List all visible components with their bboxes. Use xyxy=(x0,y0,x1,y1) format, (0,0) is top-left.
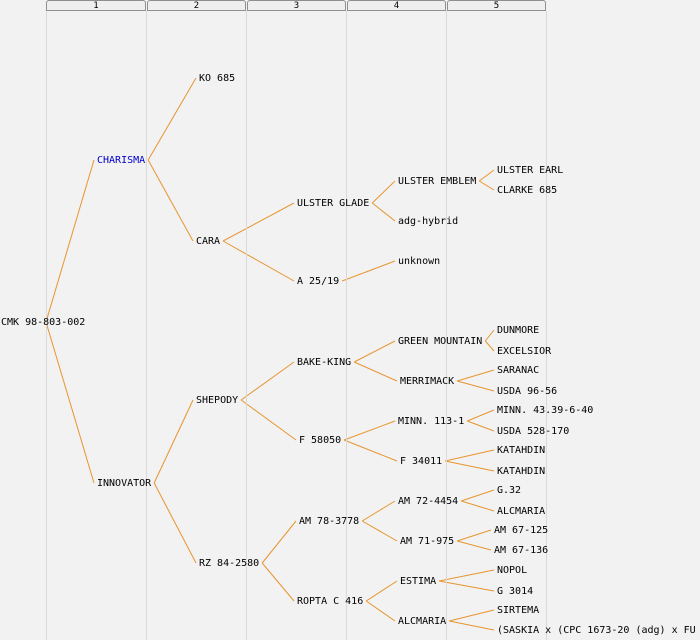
tree-node-ulster-emblem[interactable]: ULSTER EMBLEM xyxy=(398,176,477,187)
tree-node-sirtema[interactable]: SIRTEMA xyxy=(497,605,540,616)
column-separator xyxy=(246,11,247,640)
pedigree-edge xyxy=(343,420,396,441)
pedigree-edge xyxy=(222,202,295,242)
tree-node-minn113[interactable]: MINN. 113-1 xyxy=(398,416,465,427)
pedigree-edge xyxy=(449,620,495,631)
tree-node-charisma[interactable]: CHARISMA xyxy=(97,155,146,166)
tree-node-adg-hybrid[interactable]: adg-hybrid xyxy=(398,216,459,227)
pedigree-edge xyxy=(449,609,495,622)
tree-node-saranac[interactable]: SARANAC xyxy=(497,365,540,376)
pedigree-edge xyxy=(341,260,396,282)
pedigree-edge xyxy=(353,361,398,382)
tree-node-katahdin-a[interactable]: KATAHDIN xyxy=(497,445,546,456)
tree-node-f34011[interactable]: F 34011 xyxy=(400,456,443,467)
tree-node-innovator[interactable]: INNOVATOR xyxy=(97,478,152,489)
pedigree-edge xyxy=(445,449,495,462)
pedigree-edge xyxy=(222,240,295,282)
pedigree-edge xyxy=(439,580,495,592)
pedigree-edge xyxy=(439,569,495,582)
pedigree-edge xyxy=(484,329,495,342)
pedigree-edge xyxy=(467,409,495,422)
tree-node-g3014[interactable]: G 3014 xyxy=(497,586,534,597)
tree-node-cara[interactable]: CARA xyxy=(196,236,221,247)
pedigree-edge xyxy=(371,202,396,222)
tree-node-saskia-cross[interactable]: (SASKIA x (CPC 1673-20 (adg) x FU xyxy=(497,625,696,636)
pedigree-edge xyxy=(484,340,495,352)
tree-node-f58050[interactable]: F 58050 xyxy=(299,435,342,446)
tree-node-minn43[interactable]: MINN. 43.39-6-40 xyxy=(497,405,594,416)
pedigree-edge xyxy=(371,180,396,204)
pedigree-edge xyxy=(343,439,398,462)
generation-tab-4[interactable]: 4 xyxy=(347,0,446,11)
tree-node-merrimack[interactable]: MERRIMACK xyxy=(400,376,455,387)
tree-node-dunmore[interactable]: DUNMORE xyxy=(497,325,540,336)
pedigree-edge xyxy=(240,361,295,401)
pedigree-edge xyxy=(240,399,297,441)
pedigree-edge xyxy=(147,159,194,242)
tree-node-ulster-earl[interactable]: ULSTER EARL xyxy=(497,165,564,176)
pedigree-edge xyxy=(45,321,95,484)
column-separator xyxy=(446,11,447,640)
tree-node-usda9656[interactable]: USDA 96-56 xyxy=(497,386,558,397)
pedigree-edge xyxy=(147,77,197,161)
pedigree-edge xyxy=(467,420,495,432)
generation-tab-2[interactable]: 2 xyxy=(147,0,246,11)
tree-node-am67136[interactable]: AM 67-136 xyxy=(494,545,549,556)
pedigree-edge xyxy=(478,169,495,182)
generation-tab-5[interactable]: 5 xyxy=(447,0,546,11)
pedigree-edge xyxy=(365,580,398,602)
tree-node-am783778[interactable]: AM 78-3778 xyxy=(299,516,360,527)
generation-tab-3[interactable]: 3 xyxy=(247,0,346,11)
tree-node-bake-king[interactable]: BAKE-KING xyxy=(297,357,352,368)
tree-node-am724454[interactable]: AM 72-4454 xyxy=(398,496,459,507)
pedigree-edge xyxy=(261,520,297,564)
tree-node-estima[interactable]: ESTIMA xyxy=(400,576,437,587)
pedigree-edge xyxy=(457,540,492,551)
tree-node-am71975[interactable]: AM 71-975 xyxy=(400,536,455,547)
pedigree-edge xyxy=(478,180,495,191)
tree-node-g32[interactable]: G.32 xyxy=(497,485,522,496)
pedigree-edge xyxy=(153,399,194,484)
tree-node-ulster-glade[interactable]: ULSTER GLADE xyxy=(297,198,370,209)
pedigree-edge xyxy=(153,482,197,564)
tree-node-nopol[interactable]: NOPOL xyxy=(497,565,528,576)
pedigree-edge xyxy=(461,500,495,512)
tree-node-green-mountain[interactable]: GREEN MOUNTAIN xyxy=(398,336,483,347)
pedigree-edge xyxy=(365,600,396,622)
tree-node-usda528170[interactable]: USDA 528-170 xyxy=(497,426,570,437)
tree-node-alcmaria-a[interactable]: ALCMARIA xyxy=(497,506,546,517)
pedigree-edge xyxy=(445,460,495,472)
tree-node-katahdin-b[interactable]: KATAHDIN xyxy=(497,466,546,477)
column-separator xyxy=(346,11,347,640)
tree-node-am67125[interactable]: AM 67-125 xyxy=(494,525,549,536)
pedigree-edge xyxy=(457,380,495,392)
tree-node-ropta-c416[interactable]: ROPTA C 416 xyxy=(297,596,364,607)
tree-node-shepody[interactable]: SHEPODY xyxy=(196,395,239,406)
tree-node-alcmaria-b[interactable]: ALCMARIA xyxy=(398,616,447,627)
pedigree-edge xyxy=(361,500,396,522)
pedigree-edge xyxy=(461,489,495,502)
tree-node-excelsior[interactable]: EXCELSIOR xyxy=(497,346,552,357)
pedigree-edge xyxy=(457,529,492,542)
column-separator xyxy=(546,11,547,640)
generation-tab-1[interactable]: 1 xyxy=(46,0,146,11)
tree-node-rz842580[interactable]: RZ 84-2580 xyxy=(199,558,260,569)
tree-node-ko685[interactable]: KO 685 xyxy=(199,73,236,84)
tree-node-clarke685[interactable]: CLARKE 685 xyxy=(497,185,558,196)
pedigree-edge xyxy=(457,369,495,382)
pedigree-edge xyxy=(361,520,398,542)
column-separator xyxy=(46,11,47,640)
tree-node-unknown[interactable]: unknown xyxy=(398,256,441,267)
column-separator xyxy=(146,11,147,640)
pedigree-edge xyxy=(261,562,295,602)
tree-node-root[interactable]: CMK 98-803-002 xyxy=(1,317,86,328)
pedigree-edge xyxy=(45,159,95,323)
pedigree-edge xyxy=(353,340,396,363)
tree-node-a2519[interactable]: A 25/19 xyxy=(297,276,340,287)
